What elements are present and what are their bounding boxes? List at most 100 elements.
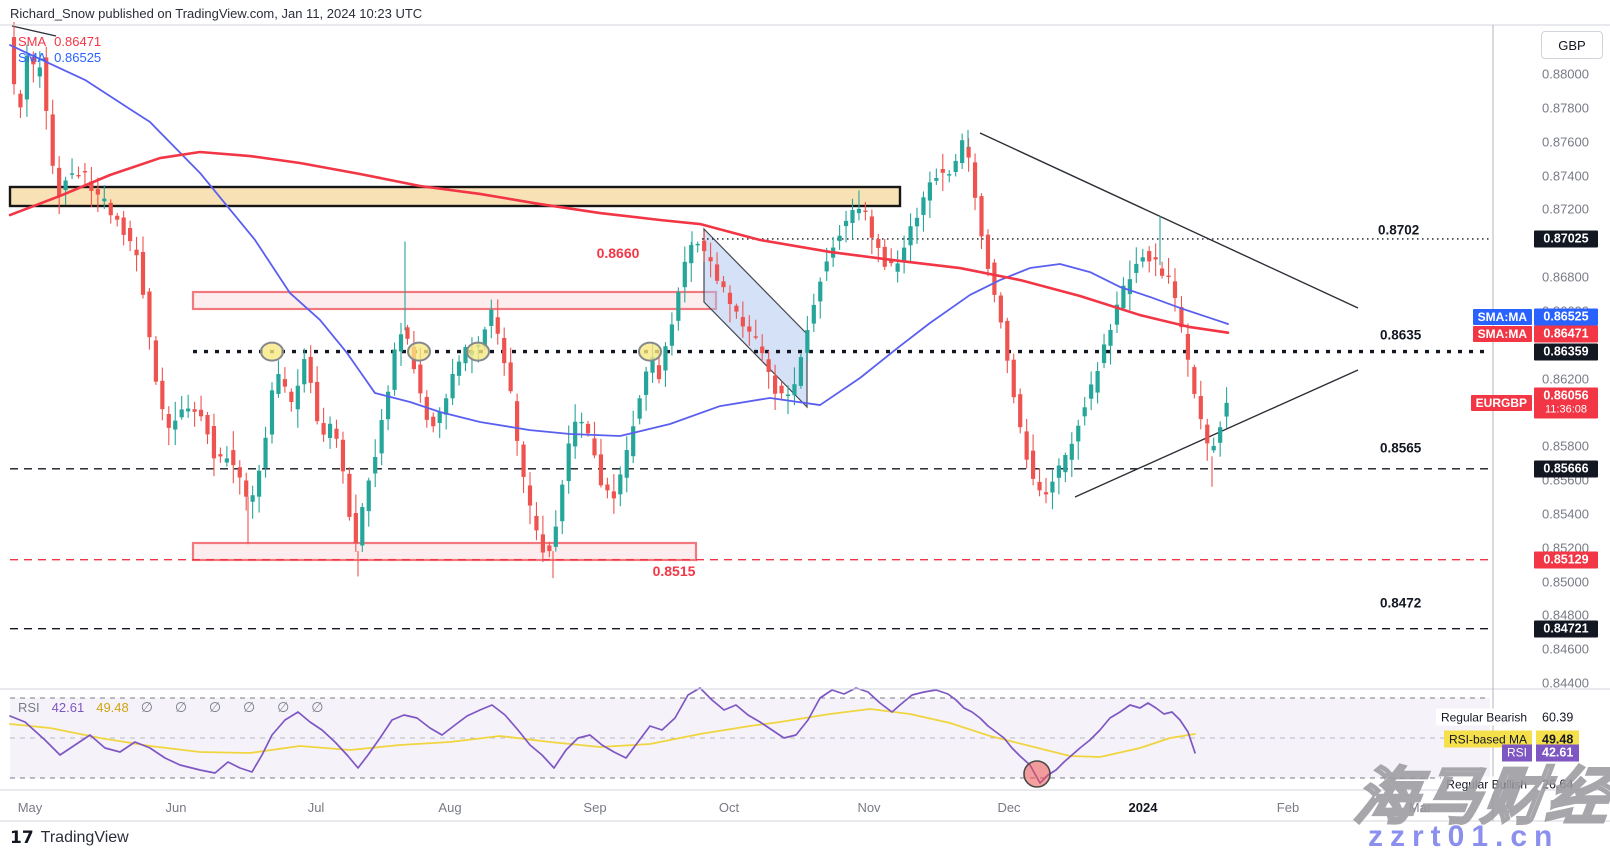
candle-body	[392, 349, 397, 390]
price-tick-0.87200: 0.87200	[1542, 201, 1589, 217]
candle-body	[128, 228, 133, 242]
candle-body	[463, 347, 468, 364]
candle-body	[192, 409, 197, 412]
candle-body	[934, 178, 939, 181]
trendline-2	[11, 25, 57, 37]
candle-body	[1031, 450, 1036, 479]
currency-toggle-button[interactable]: GBP	[1541, 31, 1603, 59]
time-tick-Nov: Nov	[857, 800, 881, 815]
candle-body	[540, 534, 545, 553]
candle-body	[1095, 371, 1100, 393]
candle-body	[702, 240, 707, 252]
tradingview-brand-text[interactable]: TradingView	[40, 829, 129, 846]
candle-body	[69, 173, 75, 175]
rsi-ma-value: 49.48	[96, 700, 129, 715]
candle-body	[1069, 443, 1074, 460]
candle-body	[37, 67, 42, 77]
candle-body	[1101, 344, 1107, 364]
price-tick-0.85000: 0.85000	[1542, 574, 1589, 589]
candle-body	[456, 361, 462, 376]
candle-body	[921, 197, 926, 215]
candle-body	[24, 55, 29, 100]
badge-price: 0.86056	[1543, 388, 1589, 403]
time-tick-Oct: Oct	[718, 800, 740, 815]
candle-body	[953, 160, 958, 172]
candle-body	[1140, 257, 1145, 262]
candle-body	[992, 262, 997, 295]
time-tick-Dec: Dec	[997, 800, 1021, 815]
candle-body	[1018, 394, 1023, 428]
candle-body	[798, 357, 803, 386]
candle-body	[1076, 425, 1081, 442]
candle-body	[779, 385, 784, 394]
candle-body	[579, 421, 584, 424]
candle-body	[811, 304, 816, 324]
candle-body	[895, 263, 900, 272]
rsi-label-regular-bullish: Regular Bullish	[1441, 776, 1532, 794]
annotation-0.8660: 0.8660	[596, 245, 640, 261]
candle-body	[566, 443, 571, 482]
candle-body	[927, 182, 932, 201]
price-tick-0.86800: 0.86800	[1542, 269, 1589, 285]
tradingview-logo-icon[interactable]: 17	[10, 828, 34, 848]
rsi-empty-divergence-icons: ∅ ∅ ∅ ∅ ∅ ∅	[140, 699, 333, 715]
candle-body	[714, 264, 720, 281]
rsi-label-rsi: RSI	[1501, 744, 1532, 762]
candle-body	[1108, 329, 1113, 346]
candle-body	[998, 295, 1003, 323]
candle-body	[966, 146, 971, 158]
candle-body	[379, 420, 384, 454]
rsi-value: 42.61	[51, 700, 85, 715]
candle-body	[398, 334, 404, 352]
candle-body	[431, 416, 436, 427]
candle-body	[605, 484, 610, 491]
candle-body	[502, 337, 507, 364]
candle-body	[257, 470, 262, 497]
candle-body	[179, 409, 184, 418]
candle-body	[902, 247, 907, 261]
footer: 17 TradingView	[10, 828, 129, 848]
axis-badge-0.86525: 0.86525	[1534, 308, 1598, 326]
candle-body	[631, 426, 636, 457]
candle-body	[1043, 492, 1049, 495]
candle-body	[102, 198, 107, 202]
candle-body	[489, 309, 494, 326]
time-tick-2024: 2024	[1128, 800, 1158, 815]
candle-body	[553, 526, 558, 547]
candle-body	[1211, 445, 1216, 451]
sma-red-line	[8, 150, 1230, 334]
candle-body	[95, 189, 100, 195]
price-tick-0.84400: 0.84400	[1542, 675, 1589, 691]
level-label-0.8635: 0.8635	[1380, 327, 1422, 343]
candle-body	[340, 439, 346, 472]
candle-body	[1192, 367, 1197, 394]
badge-price: 0.86359	[1543, 344, 1589, 359]
axis-badge-0.84721: 0.84721	[1534, 620, 1598, 638]
candle-body	[360, 507, 365, 546]
candle-body	[282, 379, 287, 387]
candle-body	[669, 324, 674, 346]
badge-price: 0.85666	[1543, 461, 1589, 476]
candle-body	[495, 317, 500, 334]
candle-body	[1205, 424, 1210, 444]
rsi-label-value-60.39: 60.39	[1542, 710, 1574, 725]
candle-body	[1127, 279, 1132, 295]
candle-body	[985, 234, 991, 269]
candle-body	[1147, 251, 1152, 262]
candle-body	[644, 371, 649, 395]
axis-badge-0.85666: 0.85666	[1534, 460, 1598, 478]
candle-body	[237, 467, 242, 478]
candle-body	[708, 257, 713, 262]
candle-body	[1114, 304, 1120, 325]
candle-body	[960, 140, 965, 164]
candle-body	[1056, 465, 1061, 478]
candle-body	[218, 454, 223, 457]
candle-body	[837, 235, 842, 242]
candle-body	[173, 420, 178, 430]
candle-body	[166, 414, 171, 428]
rsi-label-regular-bearish: Regular Bearish	[1435, 708, 1532, 726]
price-tick-0.85800: 0.85800	[1542, 438, 1589, 454]
candle-body	[327, 423, 333, 439]
